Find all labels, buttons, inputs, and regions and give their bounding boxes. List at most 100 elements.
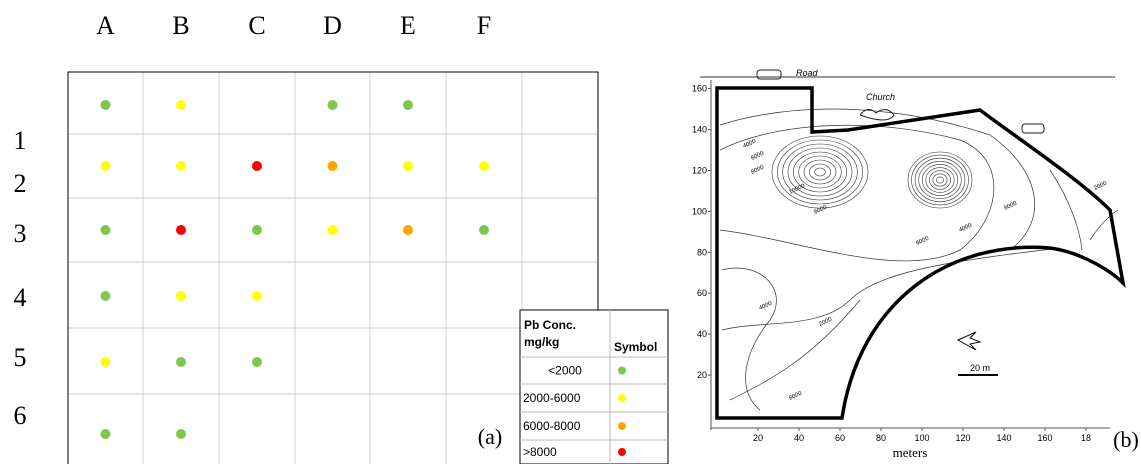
contour — [798, 155, 842, 189]
legend-label: <2000 — [548, 364, 582, 378]
legend: Pb Conc. mg/kg Symbol <2000 2000-6000 6000-80… — [519, 309, 669, 464]
row-label: 2 — [14, 169, 27, 198]
concentration-dot — [100, 100, 111, 110]
legend-dot — [618, 448, 626, 456]
contour — [907, 151, 973, 209]
scale-label: 20 m — [970, 363, 990, 373]
church-icon — [859, 109, 895, 121]
legend-dot — [618, 422, 626, 430]
contour — [929, 170, 951, 190]
contour — [921, 164, 959, 196]
contour-label: 4000 — [758, 300, 773, 311]
column-label: D — [323, 11, 342, 40]
contour-label: 8000 — [750, 164, 765, 175]
concentration-dot — [100, 161, 111, 171]
contour-label: 8000 — [1003, 200, 1018, 211]
contour-label: 4000 — [958, 222, 973, 233]
y-tick-label: 80 — [697, 247, 707, 257]
contour — [721, 247, 1061, 331]
concentration-dot — [403, 161, 413, 171]
contour — [911, 154, 969, 206]
x-tick-label: 60 — [835, 433, 845, 443]
concentration-dot — [176, 161, 186, 171]
row-label: 4 — [14, 283, 27, 312]
x-axis-label: meters — [893, 445, 928, 460]
legend-label: >8000 — [523, 445, 557, 459]
car-icon — [1021, 123, 1045, 134]
contour — [936, 176, 944, 184]
concentration-dot — [327, 100, 338, 110]
concentration-dot — [176, 429, 186, 439]
contour — [1049, 169, 1083, 251]
legend-header-line: mg/kg — [524, 335, 559, 349]
contour-label: 4000 — [742, 138, 757, 149]
concentration-dot — [479, 161, 489, 171]
car-icon — [756, 69, 782, 80]
legend-header: Symbol — [614, 340, 657, 354]
concentration-dot — [176, 357, 186, 367]
contour — [925, 167, 955, 193]
y-tick-label: 160 — [692, 84, 707, 94]
contour — [814, 167, 826, 177]
contour — [721, 267, 777, 411]
panel-label: (a) — [478, 424, 502, 449]
column-label: C — [248, 11, 265, 40]
concentration-dot — [252, 225, 262, 235]
contour — [771, 135, 869, 209]
concentration-dot — [100, 357, 111, 367]
column-label: B — [172, 11, 189, 40]
row-label: 3 — [14, 219, 27, 248]
legend-label: 2000-6000 — [523, 391, 581, 405]
contour — [782, 143, 858, 201]
contour — [729, 299, 861, 401]
row-label: 5 — [14, 343, 27, 372]
concentration-dot — [479, 225, 489, 235]
church-label: Church — [866, 92, 895, 102]
concentration-dot — [100, 225, 111, 235]
row-label: 1 — [14, 126, 27, 155]
x-tick-label: 20 — [753, 433, 763, 443]
contour — [787, 147, 853, 197]
concentration-dot — [100, 429, 111, 439]
y-tick-label: 140 — [692, 125, 707, 135]
concentration-dot — [252, 357, 262, 367]
contour — [932, 173, 948, 187]
contour-label: 2000 — [1093, 180, 1108, 191]
contour-label: 2000 — [818, 316, 833, 327]
contour — [793, 151, 847, 193]
panel-label: (b) — [1113, 427, 1139, 452]
x-tick-label: 120 — [955, 433, 970, 443]
contour — [803, 159, 837, 185]
road-label: Road — [796, 68, 819, 78]
contour-label: 6000 — [915, 235, 930, 246]
concentration-dot — [403, 225, 413, 235]
y-tick-label: 120 — [692, 165, 707, 175]
contour-label: 8000 — [788, 390, 803, 401]
column-label: F — [477, 11, 491, 40]
concentration-dot — [176, 291, 186, 301]
contour-label: 8000 — [813, 204, 828, 215]
column-label: A — [96, 11, 115, 40]
concentration-dot — [252, 291, 262, 301]
legend-header: Pb Conc. mg/kg — [524, 318, 576, 349]
legend-dot — [618, 394, 626, 402]
concentration-dot — [100, 291, 111, 301]
contour — [1089, 209, 1119, 241]
contour — [914, 157, 966, 203]
x-tick-label: 40 — [794, 433, 804, 443]
site-boundary — [715, 86, 1126, 420]
x-tick-label: 18 — [1081, 433, 1091, 443]
legend-box — [519, 309, 669, 464]
concentration-dot — [327, 161, 338, 171]
grid-border — [67, 71, 599, 464]
column-label: E — [400, 11, 416, 40]
x-tick-label: 80 — [876, 433, 886, 443]
concentration-dot — [252, 161, 262, 171]
contour — [918, 161, 962, 199]
contour — [719, 108, 1035, 251]
y-tick-label: 40 — [697, 329, 707, 339]
north-arrow — [956, 331, 982, 351]
concentration-dot — [403, 100, 413, 110]
contour — [809, 163, 831, 181]
